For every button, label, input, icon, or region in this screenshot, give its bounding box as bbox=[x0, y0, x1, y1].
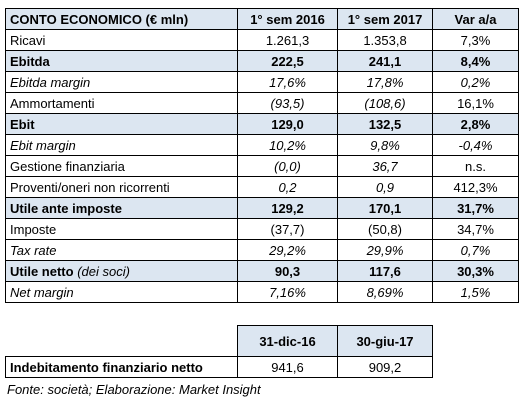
value-cell: 132,5 bbox=[337, 113, 433, 135]
source-note: Fonte: società; Elaborazione: Market Ins… bbox=[7, 382, 261, 397]
debt-table: 31-dic-16 30-giu-17 Indebitamento finanz… bbox=[5, 325, 433, 378]
row-label: Ammortamenti bbox=[5, 92, 238, 114]
value-cell: 412,3% bbox=[432, 176, 519, 198]
value-cell: 941,6 bbox=[237, 356, 338, 378]
value-cell: 1.353,8 bbox=[337, 29, 433, 51]
value-cell: (50,8) bbox=[337, 218, 433, 240]
row-label-text: Ricavi bbox=[10, 32, 46, 48]
data-row: Ebit 129,0 132,5 2,8% bbox=[5, 113, 519, 135]
value-cell: 170,1 bbox=[337, 197, 433, 219]
value-cell: 34,7% bbox=[432, 218, 519, 240]
row-label-text: Ebit margin bbox=[10, 137, 76, 153]
row-label: Utile netto (dei soci) bbox=[5, 260, 238, 282]
data-row: Net margin 7,16% 8,69% 1,5% bbox=[5, 281, 519, 303]
row-label-text: Proventi/oneri non ricorrenti bbox=[10, 179, 170, 195]
value-cell: 0,7% bbox=[432, 239, 519, 261]
blank-cell bbox=[6, 326, 238, 357]
value-cell: 9,8% bbox=[337, 134, 433, 156]
row-label-text: Imposte bbox=[10, 221, 57, 237]
value-cell: (108,6) bbox=[337, 92, 433, 114]
row-label-text: Utile ante imposte bbox=[10, 200, 122, 216]
header-cell: CONTO ECONOMICO (€ mln) bbox=[5, 8, 238, 30]
row-label: Proventi/oneri non ricorrenti bbox=[5, 176, 238, 198]
value-cell: 7,16% bbox=[237, 281, 338, 303]
value-cell: 0,2 bbox=[237, 176, 338, 198]
row-label-text: Tax rate bbox=[10, 242, 57, 258]
data-row: Proventi/oneri non ricorrenti 0,2 0,9 412,3… bbox=[5, 176, 519, 198]
value-cell: 909,2 bbox=[337, 356, 433, 378]
header-cell: 30-giu-17 bbox=[337, 325, 433, 357]
row-label: Utile ante imposte bbox=[5, 197, 238, 219]
row-label: Indebitamento finanziario netto bbox=[5, 356, 238, 378]
value-cell: 30,3% bbox=[432, 260, 519, 282]
row-label: Ebit bbox=[5, 113, 238, 135]
value-cell: (37,7) bbox=[237, 218, 338, 240]
row-label-text: Gestione finanziaria bbox=[10, 158, 125, 174]
value-cell: 29,9% bbox=[337, 239, 433, 261]
data-row: Ebitda margin 17,6% 17,8% 0,2% bbox=[5, 71, 519, 93]
value-cell: 0,9 bbox=[337, 176, 433, 198]
value-cell: 0,2% bbox=[432, 71, 519, 93]
value-cell: 36,7 bbox=[337, 155, 433, 177]
value-cell: n.s. bbox=[432, 155, 519, 177]
data-row: Utile ante imposte 129,2 170,1 31,7% bbox=[5, 197, 519, 219]
debt-header-row: 31-dic-16 30-giu-17 bbox=[6, 325, 433, 357]
debt-row: Indebitamento finanziario netto 941,6 90… bbox=[5, 356, 433, 378]
row-label-text: Ebit bbox=[10, 116, 35, 132]
row-label-text: Ammortamenti bbox=[10, 95, 95, 111]
row-label: Ebitda margin bbox=[5, 71, 238, 93]
row-label-text: Ebitda margin bbox=[10, 74, 91, 90]
value-cell: 241,1 bbox=[337, 50, 433, 72]
row-label-text: Ebitda bbox=[10, 53, 50, 69]
value-cell: 117,6 bbox=[337, 260, 433, 282]
data-row: Utile netto (dei soci) 90,3 117,6 30,3% bbox=[5, 260, 519, 282]
row-label: Net margin bbox=[5, 281, 238, 303]
value-cell: 16,1% bbox=[432, 92, 519, 114]
data-row: Gestione finanziaria (0,0) 36,7 n.s. bbox=[5, 155, 519, 177]
value-cell: 17,6% bbox=[237, 71, 338, 93]
row-label: Tax rate bbox=[5, 239, 238, 261]
value-cell: 90,3 bbox=[237, 260, 338, 282]
value-cell: 17,8% bbox=[337, 71, 433, 93]
header-cell: Var a/a bbox=[432, 8, 519, 30]
data-row: Ebit margin 10,2% 9,8% -0,4% bbox=[5, 134, 519, 156]
value-cell: 222,5 bbox=[237, 50, 338, 72]
data-row: Ricavi 1.261,3 1.353,8 7,3% bbox=[5, 29, 519, 51]
row-label-text: Net margin bbox=[10, 284, 74, 300]
value-cell: -0,4% bbox=[432, 134, 519, 156]
value-cell: (93,5) bbox=[237, 92, 338, 114]
row-label-text: Utile netto bbox=[10, 263, 74, 279]
value-cell: (0,0) bbox=[237, 155, 338, 177]
row-label: Imposte bbox=[5, 218, 238, 240]
value-cell: 10,2% bbox=[237, 134, 338, 156]
header-cell: 1° sem 2017 bbox=[337, 8, 433, 30]
value-cell: 1,5% bbox=[432, 281, 519, 303]
value-cell: 129,0 bbox=[237, 113, 338, 135]
row-label: Ebitda bbox=[5, 50, 238, 72]
value-cell: 7,3% bbox=[432, 29, 519, 51]
row-label: Gestione finanziaria bbox=[5, 155, 238, 177]
data-row: Tax rate 29,2% 29,9% 0,7% bbox=[5, 239, 519, 261]
data-row: Imposte (37,7) (50,8) 34,7% bbox=[5, 218, 519, 240]
value-cell: 31,7% bbox=[432, 197, 519, 219]
income-table: CONTO ECONOMICO (€ mln) 1° sem 2016 1° sem… bbox=[5, 8, 519, 303]
data-row: Ebitda 222,5 241,1 8,4% bbox=[5, 50, 519, 72]
header-cell: 1° sem 2016 bbox=[237, 8, 338, 30]
value-cell: 8,4% bbox=[432, 50, 519, 72]
value-cell: 1.261,3 bbox=[237, 29, 338, 51]
value-cell: 129,2 bbox=[237, 197, 338, 219]
header-cell: 31-dic-16 bbox=[237, 325, 338, 357]
value-cell: 29,2% bbox=[237, 239, 338, 261]
value-cell: 2,8% bbox=[432, 113, 519, 135]
row-label: Ricavi bbox=[5, 29, 238, 51]
header-row: CONTO ECONOMICO (€ mln) 1° sem 2016 1° sem… bbox=[5, 8, 519, 30]
row-label-note: (dei soci) bbox=[77, 263, 130, 279]
value-cell: 8,69% bbox=[337, 281, 433, 303]
row-label: Ebit margin bbox=[5, 134, 238, 156]
data-row: Ammortamenti (93,5) (108,6) 16,1% bbox=[5, 92, 519, 114]
